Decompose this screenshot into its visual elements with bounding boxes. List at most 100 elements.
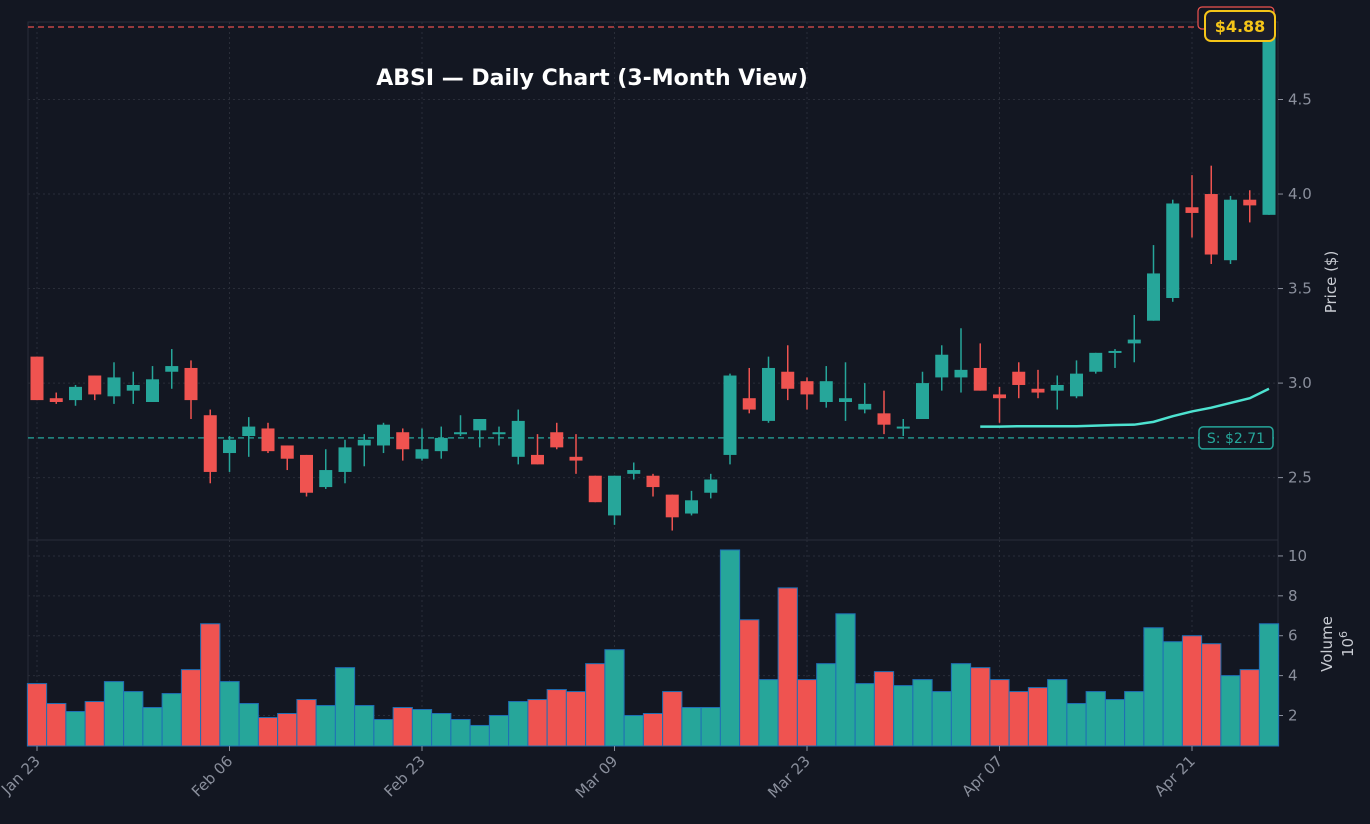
- volume-bar: [758, 679, 779, 747]
- volume-bar: [989, 679, 1010, 747]
- volume-bar: [103, 681, 125, 747]
- candle-body: [88, 375, 102, 395]
- volume-bar: [1027, 687, 1049, 747]
- volume-bar: [84, 701, 105, 747]
- candle: [69, 384, 82, 406]
- volume-bar: [488, 714, 510, 747]
- volume-bar: [1124, 691, 1145, 747]
- candle-body: [608, 475, 621, 516]
- price-panel: 2.5 3.0 3.5 4.0 4.5 S: $2.71 $4.88: [27, 6, 1312, 541]
- support-label-text: S: $2.71: [1207, 431, 1265, 447]
- candle-body: [993, 394, 1006, 399]
- candle: [973, 343, 987, 391]
- candle-body: [300, 454, 313, 493]
- candle-body: [1224, 199, 1237, 261]
- candle: [300, 454, 313, 497]
- volume-bar: [893, 685, 914, 747]
- candle: [916, 371, 929, 420]
- price-tick-label: 3.5: [1288, 280, 1312, 298]
- candle: [993, 386, 1006, 423]
- candle-body: [1185, 207, 1199, 213]
- candle-body: [203, 415, 217, 472]
- candle: [415, 428, 429, 461]
- candle-body: [184, 367, 198, 401]
- volume-axis-title: Volume: [1318, 616, 1336, 672]
- volume-bar: [585, 663, 606, 747]
- candle-body: [858, 403, 872, 410]
- volume-bar: [835, 613, 856, 747]
- volume-bar: [1201, 643, 1222, 747]
- candle: [1108, 349, 1122, 368]
- volume-bar: [1220, 675, 1241, 747]
- candle: [819, 366, 833, 408]
- candle-body: [434, 437, 448, 452]
- last-price-label: $4.88: [1204, 10, 1276, 42]
- candle: [1147, 245, 1160, 321]
- volume-bar: [623, 714, 644, 747]
- volume-bar: [931, 691, 952, 747]
- candle-body: [396, 432, 410, 450]
- candle-body: [107, 377, 121, 397]
- volume-bar: [1239, 669, 1260, 747]
- volume-tick-label: 4: [1288, 667, 1298, 685]
- volume-bar: [604, 649, 625, 747]
- candle-body: [1070, 373, 1083, 397]
- price-tick-label: 2.5: [1288, 469, 1312, 487]
- volume-bar: [469, 724, 490, 747]
- candle-body: [1050, 384, 1064, 391]
- chart-title: ABSI — Daily Chart (3-Month View): [376, 66, 808, 91]
- candle-body: [800, 381, 814, 395]
- volume-bar: [334, 667, 356, 747]
- last-price-text: $4.88: [1215, 17, 1266, 36]
- candle: [30, 356, 44, 401]
- candle-body: [550, 432, 564, 448]
- candle: [839, 362, 852, 421]
- candle-body: [742, 398, 756, 410]
- candle: [1050, 375, 1064, 410]
- candle-body: [819, 381, 833, 402]
- volume-bar: [854, 683, 875, 747]
- volume-panel: 2 4 6 8 10: [26, 539, 1307, 747]
- candle-body: [723, 375, 737, 455]
- candle: [165, 349, 179, 389]
- candle: [877, 390, 891, 435]
- candle: [107, 362, 121, 404]
- candle-body: [1204, 194, 1218, 255]
- volume-bar: [1162, 641, 1183, 747]
- candle-body: [954, 369, 968, 378]
- candle-body: [935, 354, 949, 378]
- volume-tick-label: 8: [1288, 587, 1298, 605]
- candle: [511, 409, 525, 465]
- candle-body: [839, 398, 852, 402]
- candle-body: [627, 470, 641, 474]
- candle: [377, 422, 390, 454]
- candle: [781, 345, 795, 401]
- volume-bar: [912, 679, 933, 747]
- candle: [492, 426, 506, 446]
- volume-bar: [1047, 679, 1068, 747]
- candle-body: [1166, 203, 1180, 299]
- candle: [896, 419, 910, 437]
- price-axis-title: Price ($): [1322, 251, 1340, 314]
- candle-body: [242, 426, 256, 437]
- volume-bar: [546, 689, 567, 747]
- volume-bar: [565, 691, 587, 747]
- candle-body: [338, 447, 352, 472]
- candle-body: [377, 424, 390, 446]
- candle: [261, 422, 275, 454]
- candle: [1224, 195, 1237, 264]
- volume-multiplier-exp: 6: [1337, 631, 1350, 638]
- candle: [665, 494, 679, 531]
- candle: [280, 445, 294, 471]
- candle-body: [126, 384, 140, 391]
- candle-body: [165, 366, 179, 372]
- candle-body: [569, 456, 583, 461]
- volume-bar: [1143, 627, 1164, 747]
- volume-bar: [1008, 691, 1029, 747]
- candle-body: [511, 420, 525, 457]
- support-label-box: [1198, 426, 1274, 450]
- candle: [126, 371, 140, 404]
- candle: [223, 436, 236, 472]
- volume-multiplier-base: 10: [1339, 638, 1357, 657]
- candle: [1262, 27, 1276, 215]
